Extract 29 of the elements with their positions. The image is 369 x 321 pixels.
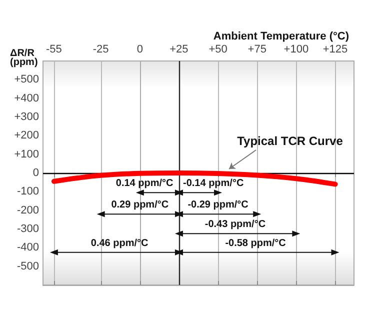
y-tick-label: 0 — [32, 167, 39, 179]
y-tick-label: -300 — [16, 223, 39, 235]
y-tick-label: -500 — [16, 260, 39, 272]
x-tick-label: +50 — [208, 44, 228, 56]
x-tick-label: -55 — [46, 44, 62, 56]
annotation: -0.14 ppm/°C — [183, 178, 244, 190]
x-tick-label: +125 — [322, 44, 348, 56]
y-tick-label: -400 — [16, 242, 39, 254]
x-tick-label: +75 — [248, 44, 266, 56]
y-tick-label: +200 — [14, 130, 39, 142]
y-tick-label: +400 — [14, 92, 39, 104]
y-axis-title: ΔR/R (ppm) — [10, 48, 38, 68]
y-tick-label: -200 — [16, 204, 39, 216]
x-tick-label: -25 — [92, 44, 109, 56]
y-tick-label: +500 — [14, 74, 39, 86]
x-tick-label: +100 — [284, 44, 309, 56]
y-tick-label: +100 — [14, 148, 39, 160]
y-tick-label: +300 — [14, 111, 39, 123]
x-tick-label: 0 — [136, 44, 143, 56]
x-tick-label: +25 — [170, 44, 188, 56]
y-tick-label: -100 — [16, 186, 39, 198]
annotation: -0.29 ppm/°C — [188, 200, 248, 211]
x-axis-title: Ambient Temperature (°C) — [213, 30, 350, 42]
annotation: -0.43 ppm/°C — [204, 219, 266, 230]
annotation: Typical TCR Curve — [237, 134, 344, 148]
annotation: 0.14 ppm/°C — [116, 178, 174, 190]
annotation: -0.58 ppm/°C — [225, 238, 286, 249]
annotation: 0.46 ppm/°C — [90, 238, 148, 249]
annotation: 0.29 ppm/°C — [111, 200, 169, 211]
